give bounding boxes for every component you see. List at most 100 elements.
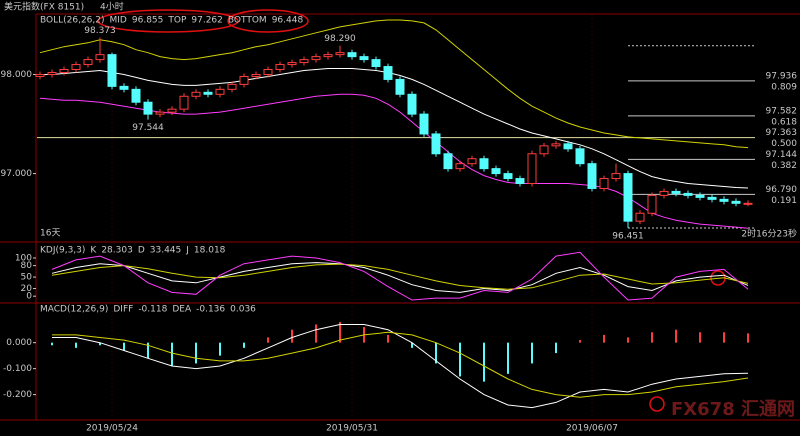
- countdown-label: 2时16分23秒: [741, 228, 797, 240]
- fib-price: 97.144: [766, 150, 798, 160]
- candle-body: [491, 168, 501, 175]
- legend-text: D: [138, 246, 145, 256]
- candle-body: [275, 64, 285, 71]
- indicator-line: [51, 251, 749, 301]
- candle-body: [707, 196, 717, 200]
- candle-body: [83, 59, 93, 66]
- boll-line: [39, 19, 749, 149]
- legend-text: 97.262: [191, 16, 223, 26]
- fib-price: 96.790: [766, 185, 798, 195]
- y-tick-label: -0.200: [3, 390, 32, 400]
- candle-body: [263, 69, 273, 75]
- candle-body: [191, 91, 201, 97]
- legend-text: 18.018: [194, 246, 226, 256]
- candle-body: [719, 198, 729, 202]
- candle-body: [551, 143, 561, 147]
- candle-body: [635, 212, 645, 222]
- candle-body: [287, 62, 297, 66]
- y-tick-label: 20: [21, 284, 33, 294]
- candle-body: [131, 88, 141, 103]
- elapsed-label: 16天: [40, 229, 60, 239]
- extreme-label: 97.544: [132, 123, 164, 133]
- candle-body: [119, 85, 129, 90]
- fib-ratio: 0.809: [771, 82, 797, 92]
- x-tick-label: 2019/05/24: [86, 424, 138, 434]
- extreme-label: 96.451: [612, 232, 644, 242]
- candle-body: [611, 173, 621, 180]
- candle-body: [179, 95, 189, 110]
- y-tick-label: 0: [26, 292, 32, 302]
- legend-text: 0.036: [230, 305, 256, 315]
- legend-text: MID: [110, 16, 127, 26]
- candle-body: [575, 148, 585, 165]
- instrument-title[interactable]: 美元指数(FX 8151): [4, 1, 84, 13]
- candle-body: [527, 153, 537, 185]
- candle-body: [407, 93, 417, 115]
- y-tick-label: 0.000: [6, 338, 32, 348]
- candle-body: [395, 78, 405, 95]
- candle-body: [215, 88, 225, 95]
- fib-ratio: 0.382: [771, 161, 797, 171]
- candle-body: [599, 178, 609, 189]
- candle-body: [539, 145, 549, 155]
- legend-text: BOLL(26,26,2): [40, 16, 105, 26]
- legend-text: DEA: [172, 305, 192, 315]
- fib-price: 97.363: [766, 128, 798, 138]
- candle-body: [383, 66, 393, 80]
- candle-body: [623, 173, 633, 222]
- candle-body: [683, 192, 693, 196]
- indicator-line: [51, 262, 749, 293]
- fib-price: 97.936: [766, 71, 798, 81]
- candle-body: [239, 75, 249, 85]
- legend-text: -0.136: [196, 305, 225, 315]
- period-selector[interactable]: 4小时: [100, 1, 124, 13]
- candle-body: [311, 56, 321, 61]
- candle-body: [647, 194, 657, 214]
- candle-body: [347, 52, 357, 58]
- y-tick-label: 98.000: [1, 70, 33, 80]
- y-tick-label: 97.000: [1, 169, 33, 179]
- candle-body: [95, 54, 105, 61]
- fib-ratio: 0.500: [771, 139, 797, 149]
- boll-line: [40, 68, 749, 189]
- candle-body: [371, 59, 381, 68]
- x-tick-label: 2019/06/07: [566, 424, 618, 434]
- y-tick-label: -0.100: [3, 364, 32, 374]
- fib-ratio: 0.191: [771, 196, 797, 206]
- candle-body: [563, 143, 573, 150]
- fib-ratio: 0.618: [771, 117, 797, 127]
- candle-body: [467, 158, 477, 165]
- legend-text: -0.118: [138, 305, 167, 315]
- candle-body: [227, 83, 237, 90]
- candle-body: [203, 91, 213, 95]
- candle-body: [671, 190, 681, 194]
- candle-body: [59, 69, 69, 73]
- candle-body: [503, 173, 513, 180]
- candle-body: [587, 163, 597, 189]
- highlight-ellipse: [227, 9, 309, 33]
- y-tick-label: 80: [21, 261, 33, 271]
- legend-text: DIFF: [113, 305, 133, 315]
- candle-body: [515, 178, 525, 185]
- indicator-line: [51, 263, 749, 290]
- highlight-circle: [649, 396, 665, 412]
- legend-text: BOTTOM: [228, 16, 267, 26]
- candle-body: [167, 108, 177, 113]
- x-tick-label: 2019/05/31: [326, 424, 378, 434]
- candle-body: [335, 52, 345, 56]
- candle-body: [71, 64, 81, 71]
- indicator-line: [52, 331, 749, 398]
- candle-body: [47, 71, 57, 75]
- legend-text: K: [90, 246, 97, 256]
- legend-text: J: [185, 246, 189, 256]
- legend-text: MACD(12,26,9): [40, 305, 108, 315]
- candle-body: [743, 202, 753, 205]
- legend-text: 28.303: [101, 246, 133, 256]
- candle-body: [431, 133, 441, 155]
- legend-text: 96.855: [132, 16, 164, 26]
- y-tick-label: 100: [15, 253, 32, 263]
- candle-body: [323, 54, 333, 58]
